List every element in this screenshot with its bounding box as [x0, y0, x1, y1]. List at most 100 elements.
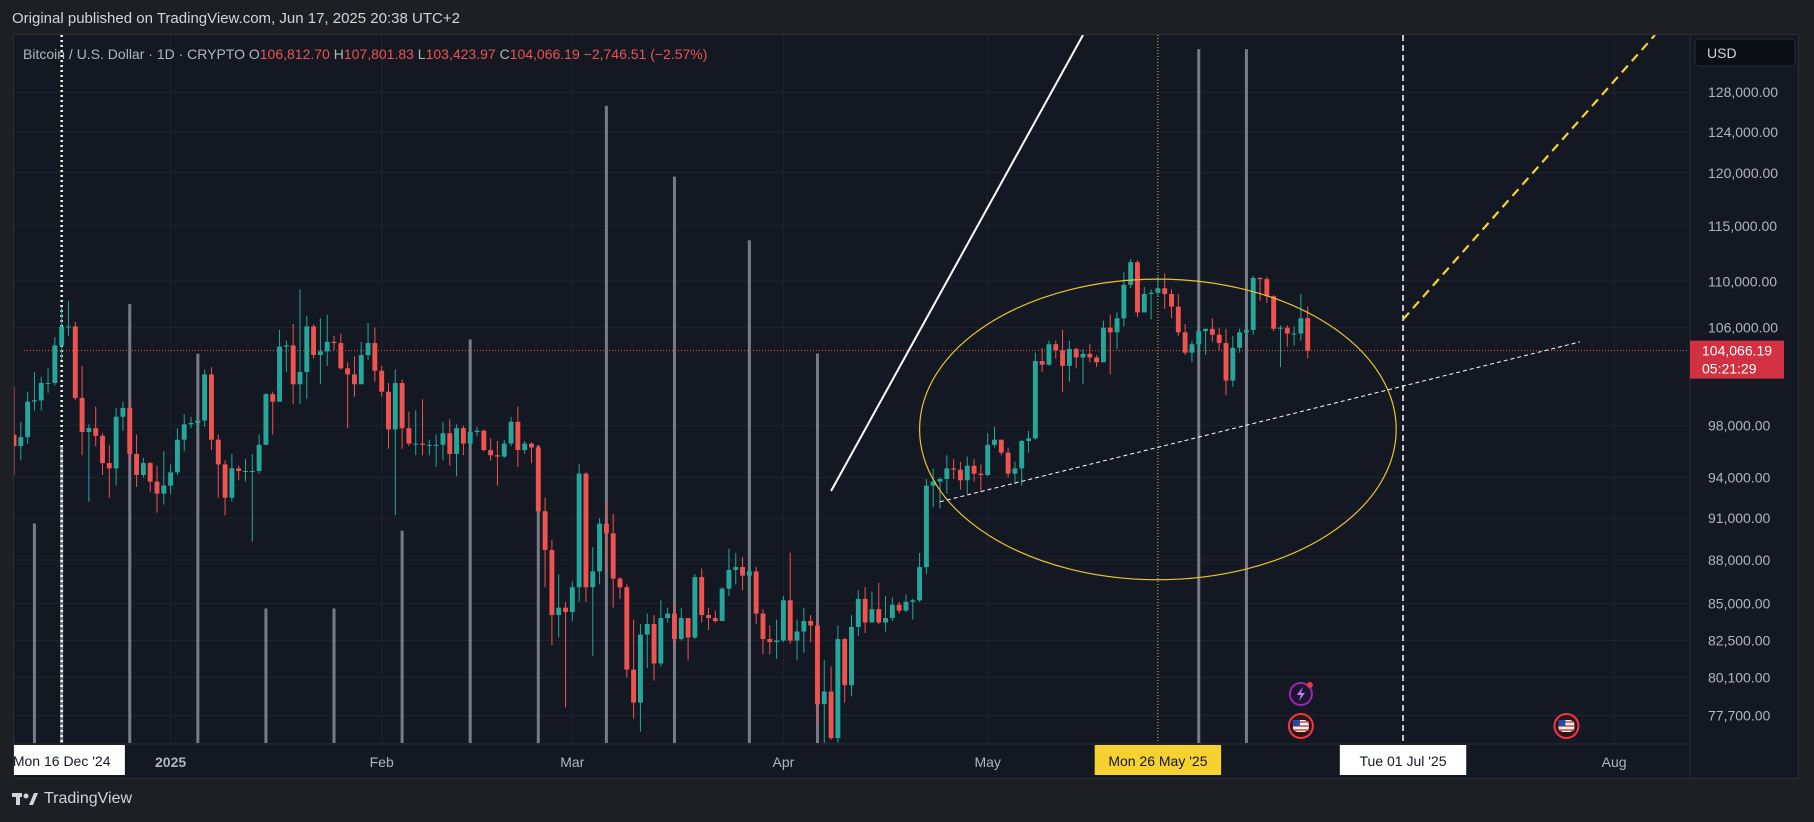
volume-bar [332, 608, 336, 743]
circle-drawing [918, 278, 1397, 581]
candle-body [1284, 327, 1290, 334]
candle-body [283, 345, 289, 347]
candle-body [617, 578, 623, 588]
time-marker-label: Mon 26 May '25 [1108, 753, 1207, 769]
candle-body [100, 435, 105, 464]
candle-body [529, 443, 534, 448]
candle-body [161, 485, 167, 494]
candle-body [25, 401, 31, 438]
candle-body [923, 485, 929, 568]
price-tick-label: 88,000.00 [1708, 552, 1770, 568]
candle-body [883, 618, 888, 623]
candle-body [1271, 296, 1277, 329]
candle-body [1114, 318, 1120, 333]
candle-body [1026, 438, 1031, 441]
candle-body [52, 345, 58, 384]
volume-bar [604, 105, 608, 743]
price-tick-label: 98,000.00 [1708, 418, 1770, 434]
candle-body [406, 428, 412, 444]
candle-body [910, 600, 916, 602]
candle-body [113, 416, 119, 469]
white-trend-line [830, 35, 1084, 492]
candle-body [1087, 353, 1093, 358]
candle-body [1135, 262, 1140, 313]
candle-body [1250, 277, 1256, 330]
candle-body [787, 600, 793, 641]
candle-body [733, 567, 739, 570]
candle-body [243, 471, 248, 473]
candle-body [181, 424, 187, 440]
candle-body [815, 625, 820, 705]
candle-body [1223, 343, 1229, 381]
price-tick-label: 115,000.00 [1708, 218, 1777, 234]
candle-body [1100, 327, 1106, 363]
candle-body [127, 407, 133, 454]
us-flag-event-icon[interactable] [1287, 713, 1314, 739]
candle-body [1278, 327, 1283, 329]
price-tick-label: 128,000.00 [1708, 84, 1778, 100]
candle-body [563, 607, 568, 613]
candle-body [583, 473, 589, 588]
candle-body [14, 434, 17, 447]
candle-body [154, 481, 160, 494]
candle-body [569, 587, 575, 613]
candle-body [147, 463, 153, 482]
time-marker-label-bg [14, 745, 125, 775]
candle-body [72, 326, 78, 398]
volume-bar [264, 608, 268, 743]
candle-body [903, 601, 909, 611]
candle-body [930, 481, 936, 486]
candle-body [719, 588, 725, 622]
candle-body [372, 343, 378, 371]
candle-body [209, 374, 214, 440]
candle-body [501, 443, 507, 457]
candle-body [753, 571, 759, 614]
candle-body [780, 600, 786, 641]
price-tick-label: 85,000.00 [1708, 595, 1770, 611]
candle-body [256, 444, 262, 472]
candle-body [311, 326, 317, 356]
volume-bar [536, 445, 540, 743]
price-chart[interactable]: 128,000.00 124,000.00 120,000.00 115,000.00… [14, 35, 1798, 778]
candle-body [998, 439, 1004, 453]
candle-body [1203, 328, 1209, 332]
candle-body [692, 577, 698, 638]
time-tick-label: Feb [370, 754, 394, 770]
candle-body [467, 431, 473, 444]
us-flag-event-icon[interactable] [1553, 713, 1580, 739]
price-tick-label: 77,700.00 [1708, 707, 1770, 723]
change-value: −2,746.51 (−2.57%) [580, 46, 708, 62]
chart-frame[interactable]: 128,000.00 124,000.00 120,000.00 115,000.00… [13, 34, 1799, 779]
candle-body [1046, 344, 1052, 365]
candle-body [1019, 440, 1025, 469]
candle-body [1128, 262, 1134, 285]
candle-body [672, 613, 677, 640]
currency-button[interactable]: USD [1694, 38, 1796, 67]
candle-body [1032, 361, 1038, 439]
volume-bar [60, 445, 64, 743]
volume-bar [1197, 49, 1201, 743]
volume-bar [672, 176, 676, 743]
candle-body [1121, 284, 1127, 319]
candle-body [699, 577, 705, 616]
candle-body [324, 341, 330, 352]
candle-body [79, 397, 85, 432]
candle-body [760, 613, 766, 640]
last-price-label-bg [1690, 340, 1784, 379]
candle-body [1148, 292, 1154, 294]
candle-body [215, 439, 221, 465]
candle-body [862, 598, 868, 623]
tradingview-brand[interactable]: TradingView [12, 790, 132, 808]
symbol-title: Bitcoin / U.S. Dollar · 1D · CRYPTO [23, 46, 245, 62]
candle-body [964, 465, 970, 481]
tradingview-logo-icon [12, 793, 38, 805]
candle-body [379, 370, 385, 392]
candle-body [590, 571, 596, 588]
time-marker-label: Tue 01 Jul '25 [1360, 753, 1447, 769]
candle-body [351, 374, 357, 385]
lightning-event-icon[interactable] [1288, 682, 1313, 706]
candle-body [317, 351, 323, 356]
candle-body [358, 355, 364, 385]
candle-body [386, 391, 391, 430]
candle-body [992, 439, 997, 445]
